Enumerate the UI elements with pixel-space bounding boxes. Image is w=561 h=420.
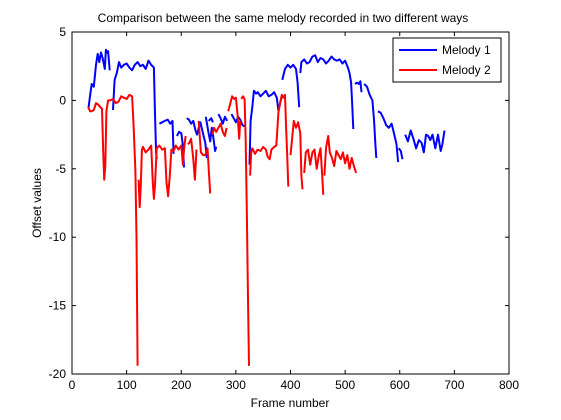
legend-label-melody-2: Melody 2 xyxy=(442,63,491,77)
series-1-line-segment xyxy=(354,80,363,93)
series-layer xyxy=(87,48,446,366)
series-2-line-segment xyxy=(323,135,358,176)
series-2 xyxy=(87,93,358,366)
series-1-line-segment xyxy=(217,113,228,125)
x-tick-label: 500 xyxy=(335,378,355,392)
series-1-line-segment xyxy=(112,59,158,160)
y-tick-label: 5 xyxy=(59,25,66,39)
series-1-line-segment xyxy=(186,117,208,159)
series-1-line-segment xyxy=(404,129,446,154)
x-tick-label: 800 xyxy=(499,378,519,392)
x-tick-label: 0 xyxy=(69,378,76,392)
series-2-line-segment xyxy=(87,93,139,366)
x-tick-label: 700 xyxy=(444,378,464,392)
series-1-line-segment xyxy=(377,110,400,163)
axis-layer: 0 100 200 300 400 500 600 700 800 5 0 -5 -10 -15 -20 xyxy=(49,25,520,392)
plot-area xyxy=(71,31,510,375)
x-tick-label: 200 xyxy=(171,378,191,392)
series-1-line-segment xyxy=(204,116,218,152)
series-1-line-segment xyxy=(281,63,301,108)
series-1-line-segment xyxy=(363,83,378,158)
series-2-line-segment xyxy=(240,95,250,366)
series-2-line-segment xyxy=(227,95,242,140)
series-2-line-segment xyxy=(187,137,198,181)
series-2-line-segment xyxy=(303,147,325,195)
y-tick-label: -20 xyxy=(49,367,67,381)
x-tick-label: 400 xyxy=(280,378,300,392)
y-axis-title: Offset values xyxy=(30,168,44,238)
x-tick-label: 600 xyxy=(390,378,410,392)
legend-box xyxy=(392,37,502,83)
series-1-line-segment xyxy=(299,54,355,130)
series-1-line-segment xyxy=(158,118,175,154)
y-tick-label: 0 xyxy=(59,93,66,107)
series-2-line-segment xyxy=(211,122,228,137)
y-tick-label: -5 xyxy=(55,162,66,176)
x-tick-label: 100 xyxy=(117,378,137,392)
x-tick-label: 300 xyxy=(226,378,246,392)
series-1-line-segment xyxy=(248,89,283,165)
legend: Melody 1 Melody 2 xyxy=(392,37,502,83)
series-1-line-segment xyxy=(397,147,404,160)
series-2-line-segment xyxy=(289,119,304,190)
y-tick-label: -15 xyxy=(49,299,67,313)
series-2-line-segment xyxy=(137,135,187,209)
x-axis-title: Frame number xyxy=(251,396,330,410)
chart-title: Comparison between the same melody recor… xyxy=(98,11,469,25)
series-1-line-segment xyxy=(207,117,214,123)
y-tick-label: -10 xyxy=(49,230,67,244)
series-1-line-segment xyxy=(87,48,111,109)
series-2-line-segment xyxy=(249,93,290,187)
legend-label-melody-1: Melody 1 xyxy=(442,43,491,57)
series-2-line-segment xyxy=(197,120,212,194)
